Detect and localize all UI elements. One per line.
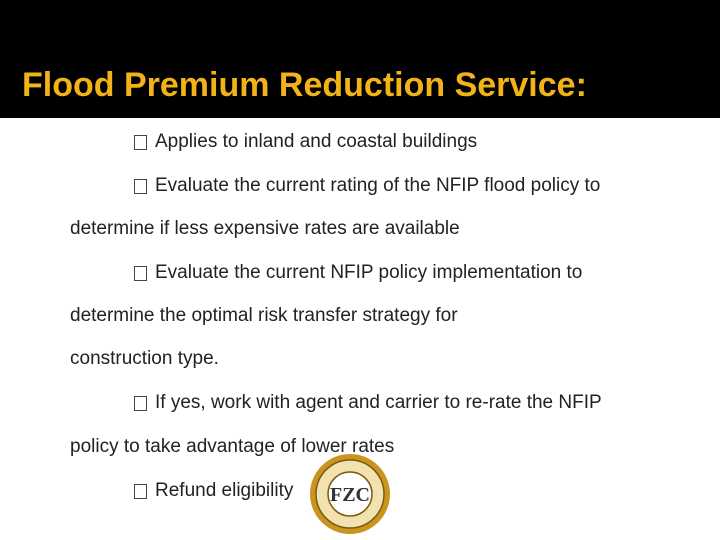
bullet-continuation: policy to take advantage of lower rates xyxy=(70,436,395,457)
title-band xyxy=(0,0,720,118)
logo-text: FZC xyxy=(330,484,370,506)
bullet-text: Evaluate the current NFIP policy impleme… xyxy=(155,262,583,283)
bullet-text: Applies to inland and coastal buildings xyxy=(155,131,478,152)
bullet-box xyxy=(134,179,147,194)
bullet-box xyxy=(134,484,147,499)
bullet-box xyxy=(134,135,147,150)
bullet-box xyxy=(134,396,147,411)
seal-center xyxy=(327,471,373,517)
bullet-continuation: determine the optimal risk transfer stra… xyxy=(70,305,458,326)
bullet-text: Evaluate the current rating of the NFIP … xyxy=(155,175,601,196)
bullet-text: If yes, work with agent and carrier to r… xyxy=(155,392,602,413)
logo-seal: FZC xyxy=(310,454,390,534)
bullet-continuation: determine if less expensive rates are av… xyxy=(70,218,460,239)
bullet-box xyxy=(134,266,147,281)
bullet-continuation: construction type. xyxy=(70,348,219,369)
slide-title: Flood Premium Reduction Service: xyxy=(22,66,587,104)
bullet-text: Refund eligibility xyxy=(155,480,294,501)
